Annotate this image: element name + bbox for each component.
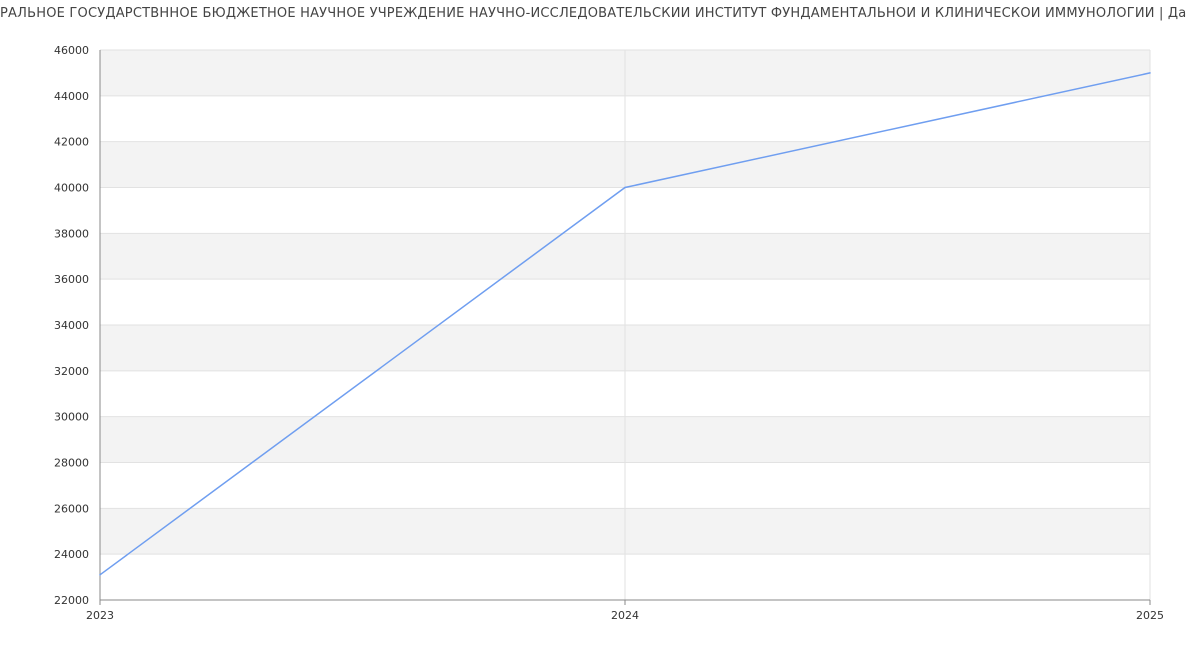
x-tick-label: 2025 bbox=[1136, 609, 1164, 622]
data-point bbox=[624, 186, 626, 189]
y-tick-label: 40000 bbox=[54, 182, 89, 195]
x-tick-label: 2023 bbox=[86, 609, 114, 622]
y-tick-label: 28000 bbox=[54, 457, 89, 470]
x-tick-label: 2024 bbox=[611, 609, 639, 622]
y-tick-label: 26000 bbox=[54, 502, 89, 515]
y-tick-label: 32000 bbox=[54, 365, 89, 378]
y-tick-label: 22000 bbox=[54, 594, 89, 607]
y-tick-label: 42000 bbox=[54, 136, 89, 149]
data-point bbox=[99, 573, 101, 576]
chart-title: РАЛЬНОЕ ГОСУДАРСТВННОЕ БЮДЖЕТНОЕ НАУЧНОЕ… bbox=[0, 6, 1187, 21]
y-tick-label: 36000 bbox=[54, 273, 89, 286]
data-point bbox=[1149, 72, 1151, 74]
y-tick-label: 30000 bbox=[54, 411, 89, 424]
y-tick-label: 34000 bbox=[54, 319, 89, 332]
y-tick-label: 44000 bbox=[54, 90, 89, 103]
y-tick-label: 38000 bbox=[54, 227, 89, 240]
y-tick-label: 24000 bbox=[54, 548, 89, 561]
y-tick-label: 46000 bbox=[54, 44, 89, 57]
